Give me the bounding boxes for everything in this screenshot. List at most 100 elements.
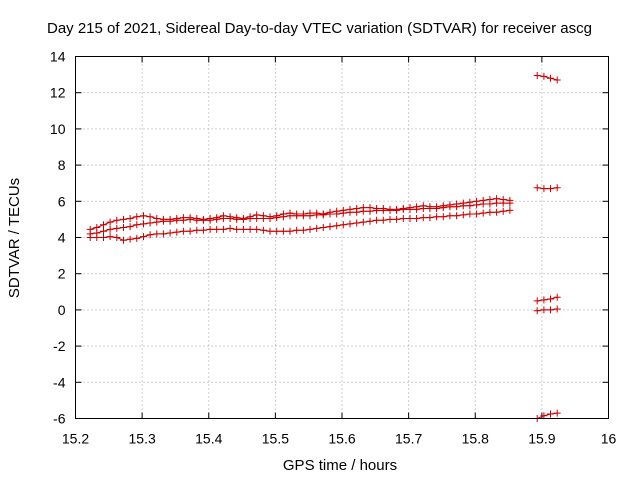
data-point-plus (386, 206, 394, 214)
data-point-plus (253, 225, 261, 233)
data-point-plus (353, 219, 361, 227)
series-track-3 (86, 206, 514, 244)
data-point-plus (306, 225, 314, 233)
data-point-plus (533, 307, 541, 315)
data-point-plus (499, 199, 507, 207)
y-tick-label: 10 (50, 121, 66, 137)
data-point-plus (286, 212, 294, 220)
data-point-plus (479, 200, 487, 208)
data-point-plus (553, 305, 561, 313)
data-point-plus (533, 72, 541, 79)
data-point-plus (239, 225, 247, 233)
data-point-plus (299, 226, 307, 234)
data-point-plus (339, 221, 347, 229)
series-line (90, 202, 510, 235)
data-point-plus (146, 231, 154, 239)
data-point-plus (547, 74, 554, 82)
data-point-plus (326, 210, 334, 218)
data-point-plus (233, 215, 241, 223)
data-point-plus (113, 216, 121, 224)
series-line (90, 209, 510, 241)
data-point-plus (226, 215, 234, 222)
data-point-plus (426, 214, 434, 222)
data-point-plus (473, 201, 481, 209)
data-point-plus (293, 212, 301, 220)
data-point-plus (439, 204, 447, 212)
data-point-plus (259, 226, 267, 234)
data-point-plus (540, 296, 548, 304)
x-tick-label: 15.5 (262, 431, 289, 447)
data-point-plus (386, 215, 394, 223)
data-point-plus (346, 220, 354, 228)
data-point-plus (419, 205, 427, 212)
data-point-plus (493, 208, 501, 216)
data-point-plus (100, 221, 107, 229)
series-track-5 (533, 184, 561, 193)
data-point-plus (333, 222, 341, 230)
data-point-plus (533, 297, 541, 305)
y-tick-label: -4 (53, 374, 66, 390)
series-track-2 (86, 199, 514, 238)
data-point-plus (279, 227, 287, 235)
data-point-plus (393, 206, 401, 214)
data-point-plus (466, 210, 474, 218)
data-point-plus (373, 206, 381, 214)
data-point-plus (379, 216, 387, 224)
data-point-plus (439, 213, 447, 221)
data-point-plus (393, 215, 401, 223)
data-point-plus (140, 212, 147, 220)
plot-frame (75, 56, 609, 419)
series-track-1 (86, 195, 514, 233)
y-tick-label: 2 (58, 266, 66, 282)
y-tick-label: 8 (58, 157, 66, 173)
data-point-plus (486, 208, 494, 216)
data-point-plus (547, 410, 554, 418)
data-point-plus (86, 234, 94, 241)
data-point-plus (533, 184, 541, 192)
data-point-plus (140, 220, 147, 228)
data-point-plus (126, 235, 134, 243)
data-point-plus (259, 215, 267, 222)
data-point-plus (266, 215, 274, 222)
data-point-plus (433, 205, 441, 212)
data-point-plus (499, 207, 507, 215)
data-point-plus (553, 76, 561, 84)
data-point-plus (413, 205, 421, 213)
data-point-plus (486, 200, 494, 208)
data-point-plus (373, 216, 381, 224)
data-point-plus (346, 208, 354, 216)
x-tick-label: 16 (601, 431, 617, 447)
data-point-plus (426, 205, 434, 212)
data-point-plus (186, 227, 194, 235)
data-point-plus (333, 210, 341, 218)
data-point-plus (106, 218, 114, 226)
data-point-plus (540, 185, 548, 193)
x-tick-label: 15.3 (129, 431, 156, 447)
data-point-plus (293, 226, 301, 234)
data-point-plus (246, 225, 254, 233)
data-point-plus (406, 205, 414, 213)
y-tick-label: -2 (53, 338, 66, 354)
data-point-plus (213, 215, 221, 223)
data-point-plus (120, 236, 127, 244)
data-point-plus (159, 217, 167, 225)
data-point-plus (540, 306, 548, 314)
x-tick-label: 15.7 (395, 431, 422, 447)
data-point-plus (106, 225, 114, 233)
data-point-plus (366, 207, 374, 215)
data-point-plus (553, 409, 561, 417)
y-tick-label: 4 (58, 230, 66, 246)
data-point-plus (173, 216, 181, 224)
chart-title: Day 215 of 2021, Sidereal Day-to-day VTE… (47, 20, 592, 37)
data-point-plus (319, 224, 327, 231)
data-point-plus (419, 214, 427, 222)
data-point-plus (326, 223, 334, 231)
data-point-plus (446, 203, 454, 211)
data-point-plus (233, 225, 241, 233)
y-tick-label: -6 (53, 411, 66, 427)
series-layer (86, 72, 561, 422)
data-point-plus (206, 225, 214, 233)
data-point-plus (313, 211, 321, 219)
data-point-plus (466, 202, 474, 210)
